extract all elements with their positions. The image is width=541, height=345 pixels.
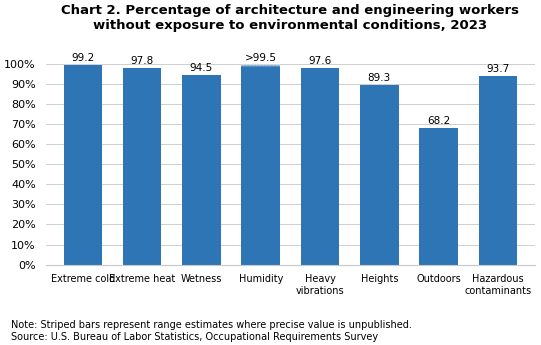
Bar [64,65,102,265]
Text: 97.8: 97.8 [130,56,154,66]
Bar [301,68,339,265]
Text: 93.7: 93.7 [486,64,510,74]
Text: 99.2: 99.2 [71,53,95,63]
Bar [241,65,280,265]
Text: 97.6: 97.6 [308,57,332,67]
Bar [241,65,280,66]
Text: 89.3: 89.3 [368,73,391,83]
Bar [182,75,221,265]
Text: Note: Striped bars represent range estimates where precise value is unpublished.: Note: Striped bars represent range estim… [11,320,412,342]
Text: >99.5: >99.5 [245,53,277,63]
Bar [123,68,161,265]
Text: 94.5: 94.5 [190,63,213,73]
Title: Chart 2. Percentage of architecture and engineering workers
without exposure to : Chart 2. Percentage of architecture and … [61,4,519,32]
Text: 68.2: 68.2 [427,116,450,126]
Bar [360,85,399,265]
Bar [479,76,517,265]
Bar [419,128,458,265]
